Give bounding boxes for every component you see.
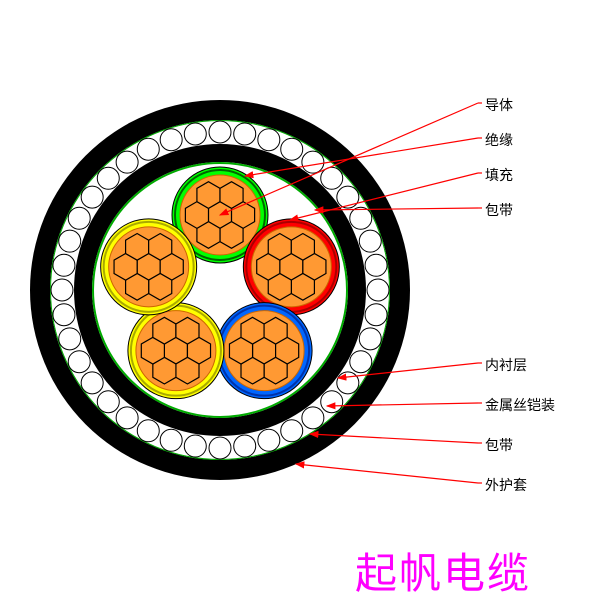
- component-label: 内衬层: [485, 355, 527, 375]
- watermark-text: 起帆电缆: [355, 540, 531, 601]
- component-label: 导体: [485, 95, 513, 115]
- component-label: 填充: [485, 165, 513, 185]
- component-label: 金属丝铠装: [485, 395, 555, 415]
- cable-cross-section-diagram: 导体绝缘填充包带内衬层金属丝铠装包带外护套 起帆电缆: [0, 0, 600, 600]
- component-label: 包带: [485, 435, 513, 455]
- component-label: 外护套: [485, 475, 527, 495]
- component-label: 绝缘: [485, 130, 513, 150]
- component-label: 包带: [485, 200, 513, 220]
- cable-svg: [0, 0, 600, 600]
